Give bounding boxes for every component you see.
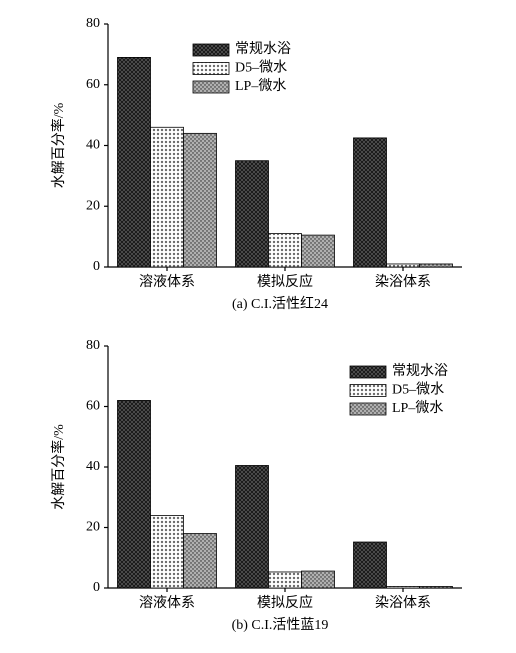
- bar: [419, 263, 453, 268]
- bar: [301, 234, 335, 268]
- y-axis-label: 水解百分率/%: [50, 102, 67, 188]
- legend-label: D5–微水: [392, 382, 444, 398]
- legend-swatch: [349, 384, 387, 397]
- caption: (a) C.I.活性红24: [232, 296, 328, 312]
- y-axis-label: 水解百分率/%: [50, 424, 67, 510]
- x-tick-label: 溶液体系: [139, 595, 195, 611]
- y-tick-label: 80: [86, 16, 100, 31]
- bar: [353, 541, 387, 589]
- bar: [268, 233, 302, 268]
- y-tick-label: 0: [93, 580, 100, 595]
- legend-label: D5–微水: [235, 60, 287, 76]
- y-tick-label: 40: [86, 459, 100, 474]
- y-tick-label: 60: [86, 399, 100, 414]
- bar: [353, 137, 387, 268]
- y-tick-label: 0: [93, 259, 100, 274]
- caption: (b) C.I.活性蓝19: [232, 617, 329, 633]
- bar: [117, 57, 151, 268]
- bar: [386, 586, 420, 589]
- bar: [235, 160, 269, 268]
- x-tick-label: 溶液体系: [139, 274, 195, 290]
- bar: [386, 263, 420, 268]
- legend-swatch: [192, 62, 230, 75]
- x-tick-label: 模拟反应: [257, 594, 313, 611]
- bar: [183, 132, 217, 268]
- legend-swatch: [192, 80, 230, 94]
- bar: [301, 570, 335, 589]
- legend-swatch: [349, 402, 387, 416]
- bar: [150, 515, 184, 589]
- bar: [419, 586, 453, 589]
- bar: [150, 126, 184, 268]
- legend-label: LP–微水: [392, 400, 443, 416]
- bar: [183, 533, 217, 589]
- bar: [235, 465, 269, 589]
- y-tick-label: 80: [86, 338, 100, 353]
- legend-swatch: [192, 43, 230, 57]
- legend-swatch: [349, 365, 387, 379]
- y-tick-label: 40: [86, 138, 100, 153]
- bar: [117, 400, 151, 589]
- x-tick-label: 染浴体系: [375, 595, 431, 611]
- legend-label: LP–微水: [235, 78, 286, 94]
- y-tick-label: 20: [86, 520, 100, 535]
- legend-label: 常规水浴: [235, 41, 291, 57]
- y-tick-label: 20: [86, 198, 100, 213]
- x-tick-label: 染浴体系: [375, 274, 431, 290]
- bar: [268, 571, 302, 589]
- y-tick-label: 60: [86, 77, 100, 92]
- legend-label: 常规水浴: [392, 363, 448, 379]
- x-tick-label: 模拟反应: [257, 273, 313, 290]
